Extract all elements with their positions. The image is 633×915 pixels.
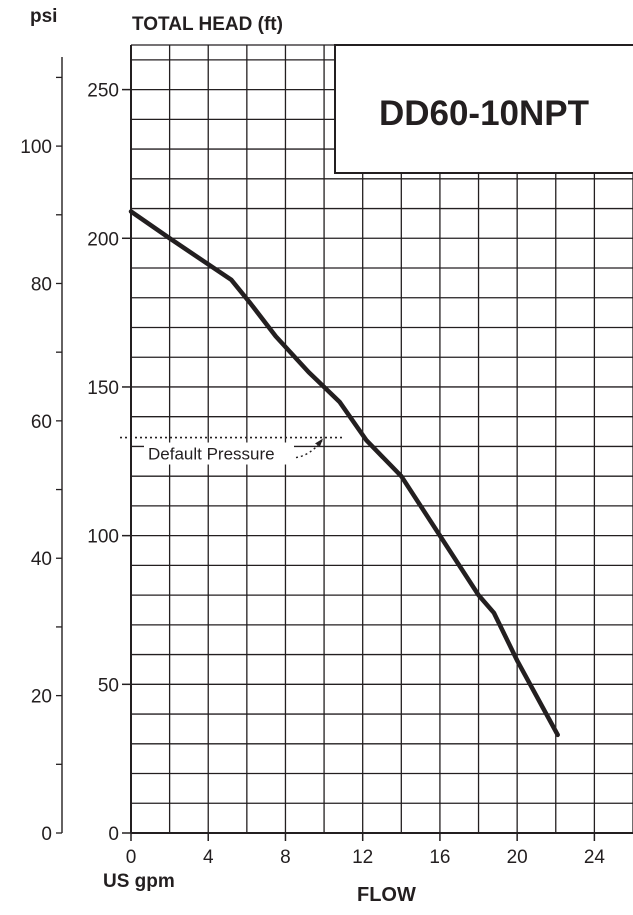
y-tick-label: 150: [87, 378, 119, 399]
y-axis-label: TOTAL HEAD (ft): [132, 14, 283, 35]
x-tick-label: 8: [280, 847, 291, 868]
x-unit-label: US gpm: [103, 871, 175, 892]
series: [128, 209, 560, 738]
annotation-label-bg: [144, 442, 294, 465]
x-tick-label: 16: [429, 847, 450, 868]
x-axis-label: FLOW: [357, 884, 416, 906]
annotation-arrowhead: [315, 438, 323, 447]
annotation-label: Default Pressure: [148, 445, 275, 464]
psi-tick-label: 60: [31, 412, 52, 433]
psi-tick-label: 80: [31, 274, 52, 295]
x-tick-label: 20: [507, 847, 528, 868]
psi-tick-label: 40: [31, 549, 52, 570]
y-tick-label: 200: [87, 229, 119, 250]
chart-title: DD60-10NPT: [379, 94, 589, 133]
annotation: Default Pressure: [120, 436, 343, 465]
psi-unit-label: psi: [30, 6, 58, 27]
title-box-frame: [334, 44, 633, 174]
psi-tick-label: 100: [20, 137, 52, 158]
x-tick-label: 4: [203, 847, 214, 868]
performance-curve: [128, 209, 560, 738]
psi-tick-label: 20: [31, 687, 52, 708]
x-tick-label: 0: [126, 847, 137, 868]
psi-tick-label: 0: [41, 824, 52, 845]
x-tick-label: 12: [352, 847, 373, 868]
title-box: DD60-10NPT: [334, 44, 633, 174]
x-tick-label: 24: [584, 847, 606, 868]
y-tick-label: 250: [87, 81, 119, 102]
y-tick-label: 100: [87, 527, 119, 548]
y-tick-label: 0: [108, 824, 119, 845]
y-tick-label: 50: [98, 675, 119, 696]
